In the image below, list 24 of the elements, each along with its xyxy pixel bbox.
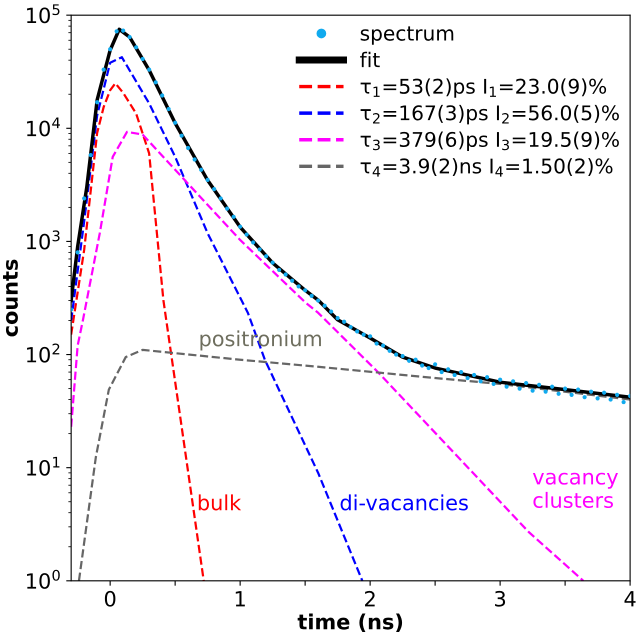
line-series bbox=[78, 348, 630, 581]
y-tick-label: 10$^{5}$ bbox=[27, 4, 60, 24]
legend-label: τ$_{2}$=167(3)ps I$_{2}$=56.0(5)% bbox=[360, 104, 619, 124]
legend-label: spectrum bbox=[360, 26, 454, 45]
x-tick-label: 1 bbox=[236, 591, 245, 606]
annotation: positronium bbox=[200, 330, 321, 350]
x-tick-label: 4 bbox=[624, 591, 636, 606]
annotation: vacancy clusters bbox=[532, 472, 618, 508]
annotation: di-vacancies bbox=[340, 494, 468, 510]
legend-label: τ$_{4}$=3.9(2)ns I$_{4}$=1.50(2)% bbox=[360, 158, 612, 177]
x-tick-label: 3 bbox=[495, 590, 506, 607]
x-tick-label: 0 bbox=[104, 590, 116, 607]
y-axis-title: counts bbox=[3, 260, 18, 336]
legend-label: τ$_{3}$=379(6)ps I$_{3}$=19.5(9)% bbox=[360, 131, 619, 151]
y-tick-label: 10$^{4}$ bbox=[27, 117, 60, 136]
y-tick-label: 10$^{2}$ bbox=[27, 344, 60, 363]
annotation: bulk bbox=[198, 494, 242, 510]
legend-label: τ$_{1}$=53(2)ps I$_{1}$=23.0(9)% bbox=[360, 78, 606, 98]
y-tick-label: 10$^{3}$ bbox=[27, 230, 60, 250]
y-tick-label: 10$^{0}$ bbox=[27, 570, 60, 589]
x-tick-label: 2 bbox=[365, 590, 375, 606]
x-axis-title: time (ns) bbox=[298, 613, 402, 632]
legend-label: fit bbox=[360, 52, 380, 68]
y-tick-label: 10$^{1}$ bbox=[27, 456, 60, 476]
